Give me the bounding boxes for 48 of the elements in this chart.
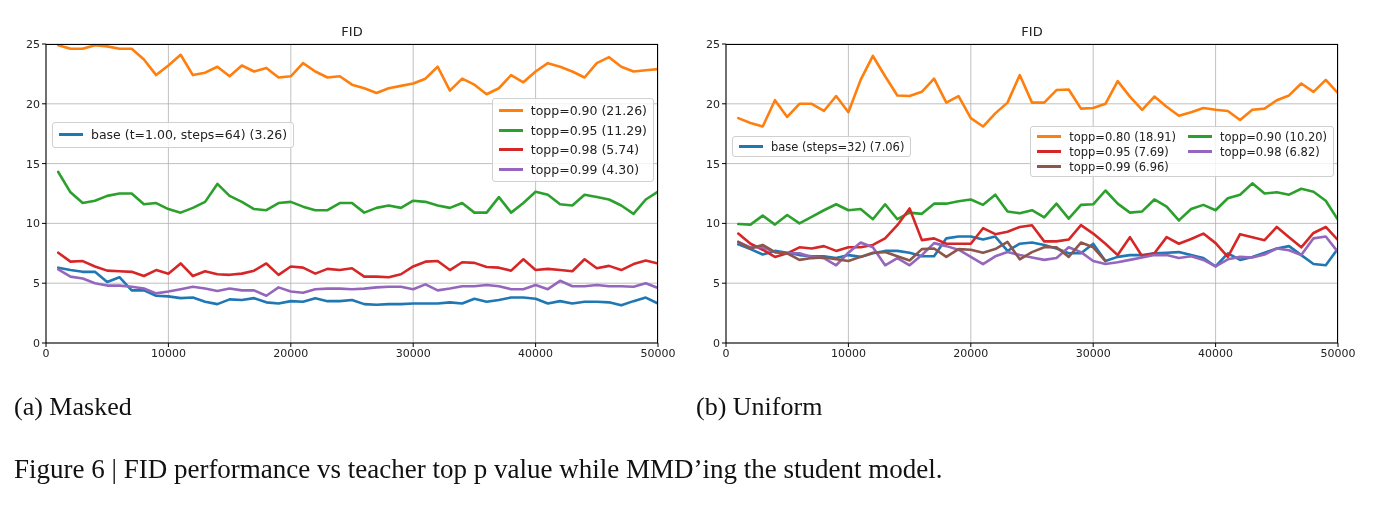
y-tick-label: 0 — [713, 336, 720, 350]
legend-label: topp=0.99 (6.96) — [1069, 159, 1169, 174]
x-tick-label: 40000 — [518, 346, 554, 360]
text: (a) Masked — [14, 392, 132, 422]
y-tick-label: 15 — [706, 157, 720, 171]
caption: Figure 6 | FID performance vs teacher top p value while MMD’ing the student model. — [14, 454, 943, 485]
line-series — [736, 182, 1338, 226]
line-series — [736, 207, 1338, 259]
x-tick-label: 10000 — [150, 346, 186, 360]
y-tick-label: 0 — [33, 336, 40, 350]
x-tick-label: 50000 — [640, 346, 676, 360]
x-tick-label: 40000 — [1198, 346, 1234, 360]
legend-label: topp=0.95 (11.29) — [530, 122, 647, 138]
legend-label: base (steps=32) (7.06) — [771, 139, 905, 154]
x-tick-label: 0 — [42, 346, 50, 360]
x-tick-label: 30000 — [1075, 346, 1111, 360]
text: (b) Uniform — [696, 392, 823, 422]
x-tick-label: 20000 — [273, 346, 309, 360]
line-series — [56, 251, 658, 279]
chart-title: FID — [1020, 24, 1044, 39]
x-tick-label: 10000 — [830, 346, 866, 360]
y-tick-label: 10 — [706, 217, 720, 231]
legend-label: base (t=1.00, steps=64) (3.26) — [91, 127, 288, 143]
line-series — [56, 44, 658, 96]
legend-label: topp=0.99 (4.30) — [530, 161, 640, 177]
y-tick-label: 25 — [706, 37, 720, 51]
legend-label: topp=0.80 (18.91) — [1069, 129, 1177, 144]
line-series — [56, 268, 658, 298]
y-tick-label: 5 — [713, 277, 720, 291]
legend-label: topp=0.90 (21.26) — [530, 103, 647, 119]
legend-label: topp=0.98 (5.74) — [530, 142, 640, 158]
legend-label: topp=0.90 (10.20) — [1220, 129, 1327, 144]
y-tick-label: 20 — [26, 97, 40, 111]
y-tick-label: 25 — [26, 37, 40, 51]
line-series — [56, 266, 658, 307]
x-tick-label: 0 — [722, 346, 730, 360]
line-series — [736, 240, 1107, 263]
y-tick-label: 10 — [26, 217, 40, 231]
x-tick-label: 20000 — [953, 346, 989, 360]
x-tick-label: 50000 — [1320, 346, 1356, 360]
legend-label: topp=0.95 (7.69) — [1069, 144, 1169, 159]
x-tick-label: 30000 — [395, 346, 431, 360]
y-tick-label: 20 — [706, 97, 720, 111]
y-tick-label: 15 — [26, 157, 40, 171]
legend-label: topp=0.98 (6.82) — [1220, 144, 1320, 159]
chart-title: FID — [340, 24, 364, 39]
y-tick-label: 5 — [33, 277, 40, 291]
line-series — [736, 54, 1338, 128]
